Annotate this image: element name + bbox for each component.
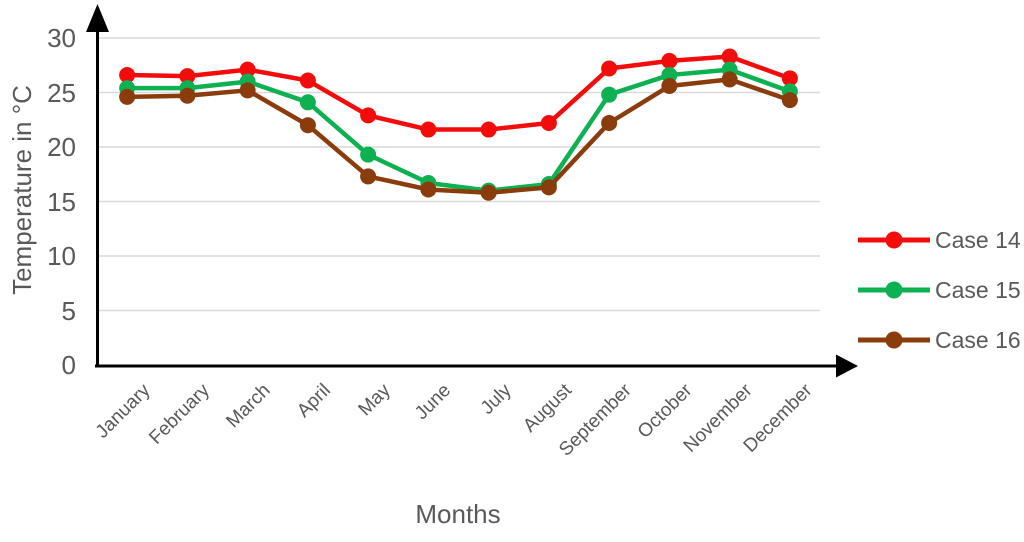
series-marker-case-14	[179, 68, 196, 85]
series-marker-case-16	[661, 77, 678, 94]
legend-dot	[885, 281, 903, 299]
legend-swatch-icon	[858, 331, 930, 349]
series-marker-case-14	[781, 70, 798, 87]
series-marker-case-16	[299, 117, 316, 134]
series-line-case-16	[124, 77, 793, 196]
series-marker-case-14	[540, 115, 557, 132]
series-marker-case-16	[781, 92, 798, 109]
y-axis-tick-label: 20	[47, 132, 76, 162]
series-marker-case-16	[239, 82, 256, 99]
series-marker-case-16	[420, 181, 437, 198]
series-marker-case-14	[420, 121, 437, 138]
series-marker-case-14	[661, 52, 678, 69]
y-axis-tick-label: 30	[47, 23, 76, 53]
series-marker-case-16	[360, 168, 377, 185]
series-marker-case-14	[239, 61, 256, 78]
legend-dot	[885, 331, 903, 349]
y-axis-tick-label: 5	[61, 295, 76, 326]
series-line-case-15	[124, 67, 793, 193]
series-marker-case-14	[299, 72, 316, 89]
series-marker-case-15	[601, 86, 618, 103]
series-marker-case-16	[119, 88, 136, 105]
legend-item: Case 15	[858, 275, 1021, 305]
y-axis-tick-label: 0	[61, 350, 76, 380]
legend-dot	[885, 231, 903, 249]
legend-swatch-icon	[858, 231, 930, 249]
legend-swatch-icon	[858, 281, 930, 299]
legend-item: Case 16	[858, 325, 1021, 355]
series-marker-case-16	[601, 115, 618, 132]
x-axis-arrowhead-icon	[836, 354, 858, 378]
series-marker-case-14	[119, 67, 136, 84]
series-line-case-14	[124, 54, 793, 132]
y-axis-title: Temperature in °C	[7, 85, 37, 295]
y-axis-tick-label: 25	[47, 77, 76, 108]
legend-item: Case 14	[858, 225, 1021, 255]
y-axis-tick-label: 15	[47, 186, 76, 217]
legend-label: Case 14	[935, 227, 1021, 253]
y-axis-tick-label: 10	[47, 241, 76, 271]
series-marker-case-14	[480, 121, 497, 138]
series-marker-case-16	[540, 179, 557, 196]
x-axis-title: Months	[415, 499, 501, 529]
series-marker-case-14	[360, 107, 377, 124]
series-marker-case-15	[360, 146, 377, 163]
series-marker-case-14	[601, 60, 618, 77]
y-axis-arrowhead-icon	[86, 4, 109, 32]
series-marker-case-16	[480, 184, 497, 201]
legend-label: Case 16	[935, 327, 1021, 353]
series-marker-case-14	[721, 48, 738, 65]
series-marker-case-15	[299, 94, 316, 111]
legend-label: Case 15	[935, 277, 1021, 303]
series-marker-case-16	[179, 87, 196, 104]
series-marker-case-16	[721, 71, 738, 88]
